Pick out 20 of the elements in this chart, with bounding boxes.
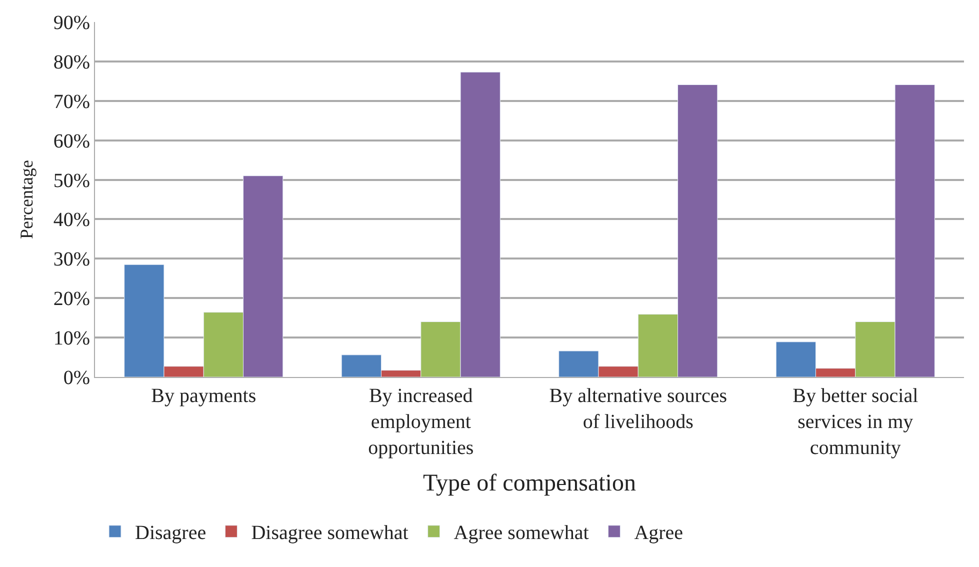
y-tick-label: 50% [53,170,90,192]
x-tick-label: By alternative sources of livelihoods [549,385,728,433]
y-tick-label: 10% [53,328,90,350]
y-tick-label: 90% [53,12,90,34]
y-tick-label: 70% [53,90,90,113]
y-tick-label: 20% [53,288,90,310]
x-tick-label: By payments [151,385,256,407]
y-axis-title: Percentage [16,160,37,239]
y-tick-label: 0% [63,367,90,389]
y-tick-label: 30% [53,248,90,271]
y-tick-label: 80% [53,51,90,74]
x-tick-label: By increased employment opportunities [368,385,474,459]
x-axis-title: Type of compensation [423,470,636,496]
y-tick-label: 40% [53,209,90,232]
legend-label: Disagree somewhat [251,522,409,544]
legend-label: Disagree [135,522,206,544]
y-tick-label: 60% [53,130,90,152]
x-tick-label: By better social services in my community [792,385,919,459]
legend-label: Agree [634,522,684,544]
legend-label: Agree somewhat [454,522,590,544]
